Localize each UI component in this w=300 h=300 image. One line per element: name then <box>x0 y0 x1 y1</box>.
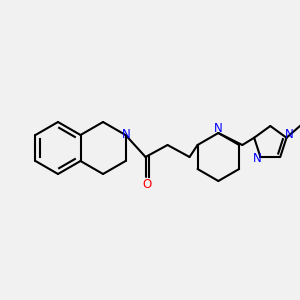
Text: N: N <box>214 122 223 134</box>
Text: N: N <box>285 128 294 141</box>
Text: N: N <box>122 128 131 142</box>
Text: O: O <box>142 178 151 191</box>
Text: N: N <box>253 152 262 165</box>
